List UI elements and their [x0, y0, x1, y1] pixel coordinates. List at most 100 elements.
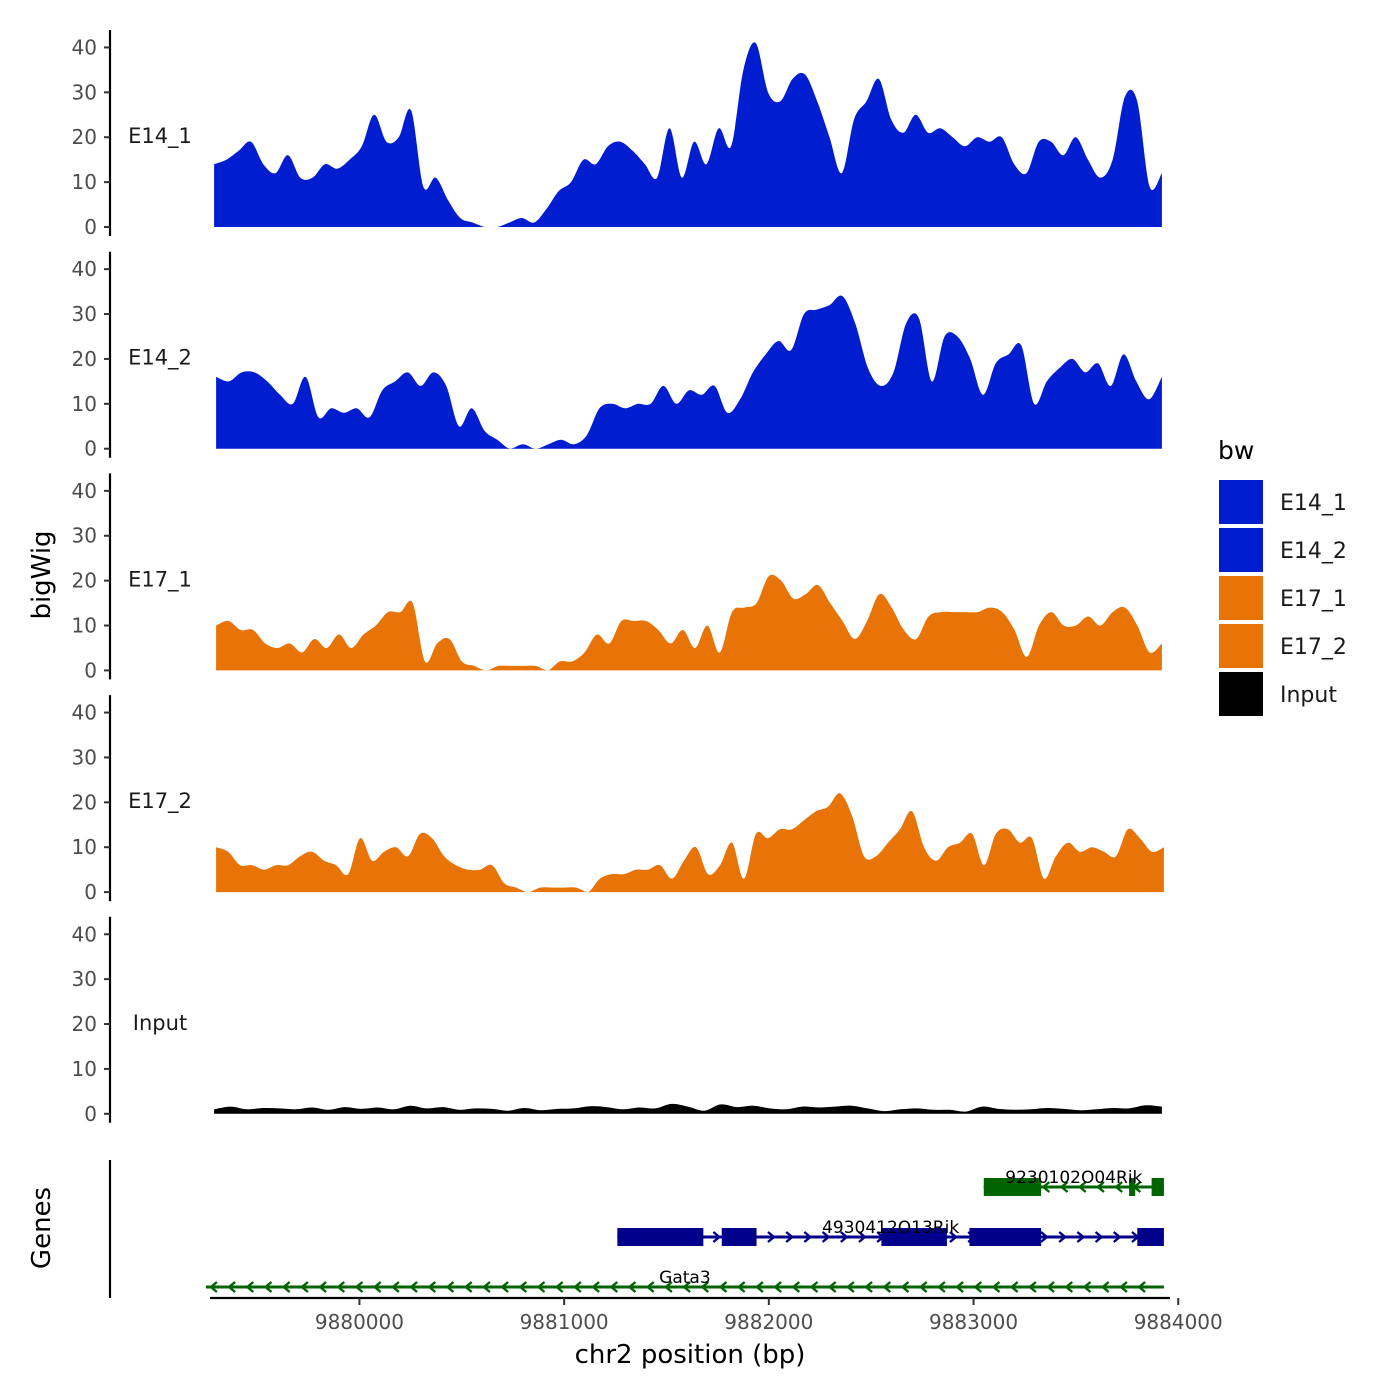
signal-area-e17-2 — [216, 793, 1164, 893]
y-tick-label: 0 — [84, 658, 97, 682]
strand-arrow — [1076, 1231, 1086, 1243]
y-tick-label: 30 — [72, 80, 97, 104]
strand-arrow — [712, 1231, 722, 1243]
x-tick-label: 9882000 — [724, 1310, 813, 1334]
legend-label: E14_2 — [1280, 539, 1347, 564]
strand-arrow — [827, 1281, 837, 1293]
x-tick-label: 9880000 — [315, 1310, 404, 1334]
strand-arrow — [300, 1281, 309, 1293]
signal-area-input — [214, 1103, 1162, 1114]
y-tick-label: 10 — [72, 1057, 97, 1081]
y-tick-label: 40 — [72, 922, 97, 946]
legend-label: E17_1 — [1280, 587, 1347, 612]
y-tick-label: 20 — [72, 347, 97, 371]
track-e14-1: 0 10 20 30 40 E14_1 — [72, 30, 1162, 239]
x-axis-title: chr2 position (bp) — [575, 1340, 806, 1370]
gene-exon — [1151, 1178, 1164, 1196]
y-tick-label: 30 — [72, 302, 97, 326]
strand-arrow — [664, 1281, 673, 1293]
y-tick-label: 20 — [72, 1012, 97, 1036]
genes-axis-title: Genes — [27, 1187, 57, 1269]
strand-arrow — [839, 1231, 849, 1243]
strand-arrow — [1100, 1281, 1110, 1293]
gene-exon — [969, 1228, 1042, 1246]
strand-arrow — [627, 1281, 637, 1293]
y-tick-label: 10 — [72, 614, 97, 638]
y-tick-label: 20 — [72, 569, 97, 593]
y-tick-label: 30 — [72, 524, 97, 548]
strand-arrow — [1096, 1181, 1105, 1193]
strand-arrow — [973, 1281, 983, 1293]
legend-item-input: Input — [1219, 672, 1337, 716]
strand-arrow — [336, 1281, 346, 1293]
legend-label: E14_1 — [1280, 491, 1347, 516]
strand-arrow — [1112, 1231, 1122, 1243]
genes-panel: 9230102O04Rik 4930412O13Rik Gata3 — [108, 1160, 1164, 1298]
strand-arrow — [1009, 1281, 1019, 1293]
gene-exon — [881, 1228, 947, 1246]
strand-arrow — [209, 1281, 218, 1293]
strand-arrow — [864, 1281, 873, 1293]
track-label: E17_1 — [128, 567, 192, 592]
y-tick-label: 40 — [72, 257, 97, 281]
legend-item-e17-2: E17_2 — [1219, 624, 1347, 668]
legend-item-e14-1: E14_1 — [1219, 480, 1347, 524]
y-tick-label: 20 — [72, 790, 97, 814]
signal-area-e14-2 — [216, 295, 1162, 449]
strand-arrow — [736, 1281, 746, 1293]
strand-arrow — [1094, 1231, 1104, 1243]
strand-arrow — [227, 1281, 236, 1293]
gene-exon — [1137, 1228, 1164, 1246]
y-tick-label: 40 — [72, 479, 97, 503]
strand-arrow — [755, 1281, 764, 1293]
strand-arrow — [882, 1281, 892, 1293]
strand-arrow — [991, 1281, 1001, 1293]
strand-arrow — [609, 1281, 619, 1293]
strand-arrow — [918, 1281, 928, 1293]
strand-arrow — [1119, 1281, 1128, 1293]
track-label: Input — [133, 1011, 187, 1035]
strand-arrow — [949, 1231, 958, 1243]
strand-arrow — [791, 1281, 801, 1293]
strand-arrow — [937, 1281, 946, 1293]
legend-label: Input — [1280, 683, 1337, 708]
strand-arrow — [785, 1231, 795, 1243]
track-e14-2: 0 10 20 30 40 E14_2 — [72, 251, 1162, 461]
strand-arrow — [1137, 1281, 1146, 1293]
y-tick-label: 10 — [72, 170, 97, 194]
gene-label: 4930412O13Rik — [822, 1218, 959, 1238]
legend-label: E17_2 — [1280, 635, 1347, 660]
strand-arrow — [518, 1281, 528, 1293]
gene-9230102o04rik: 9230102O04Rik — [983, 1168, 1164, 1196]
strand-arrow — [391, 1281, 400, 1293]
strand-arrow — [281, 1281, 291, 1293]
track-label: E17_2 — [128, 789, 192, 814]
track-e17-1: 0 10 20 30 40 E17_1 — [72, 473, 1162, 682]
y-tick-label: 10 — [72, 835, 97, 859]
strand-arrow — [645, 1281, 655, 1293]
track-e17-2: 0 10 20 30 40 E17_2 — [72, 695, 1164, 904]
legend-swatch — [1219, 480, 1263, 524]
strand-arrow — [591, 1281, 600, 1293]
strand-arrow — [700, 1281, 710, 1293]
signal-tracks: 0 10 20 30 40 E14_1 0 10 20 30 40 E14_2 0 10 20 30 40 E17… — [72, 30, 1164, 1126]
strand-arrow — [1059, 1181, 1069, 1193]
y-tick-label: 0 — [84, 437, 97, 461]
strand-arrow — [245, 1281, 255, 1293]
strand-arrow — [821, 1231, 831, 1243]
gene-label: Gata3 — [659, 1268, 711, 1288]
strand-arrow — [427, 1281, 437, 1293]
strand-arrow — [846, 1281, 855, 1293]
signal-area-e17-1 — [216, 574, 1162, 671]
strand-arrow — [536, 1281, 546, 1293]
gene-exon — [617, 1228, 704, 1246]
gene-4930412o13rik: 4930412O13Rik — [617, 1218, 1164, 1246]
legend-swatch — [1219, 672, 1263, 716]
strand-arrow — [1046, 1281, 1055, 1293]
y-tick-label: 40 — [72, 35, 97, 59]
y-tick-label: 10 — [72, 392, 97, 416]
strand-arrow — [573, 1281, 582, 1293]
strand-arrow — [803, 1231, 813, 1243]
y-tick-label: 0 — [84, 880, 97, 904]
